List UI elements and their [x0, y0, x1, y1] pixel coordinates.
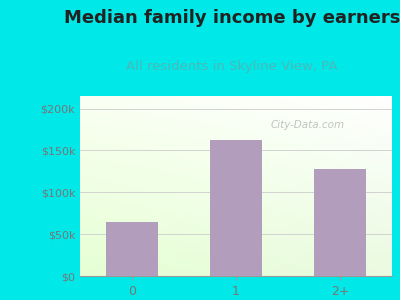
Bar — [106, 222, 158, 276]
Text: Median family income by earners: Median family income by earners — [64, 9, 400, 27]
Text: All residents in Skyline View, PA: All residents in Skyline View, PA — [126, 60, 338, 73]
Bar — [210, 140, 262, 276]
Text: City-Data.com: City-Data.com — [271, 120, 345, 130]
Bar — [314, 169, 366, 276]
